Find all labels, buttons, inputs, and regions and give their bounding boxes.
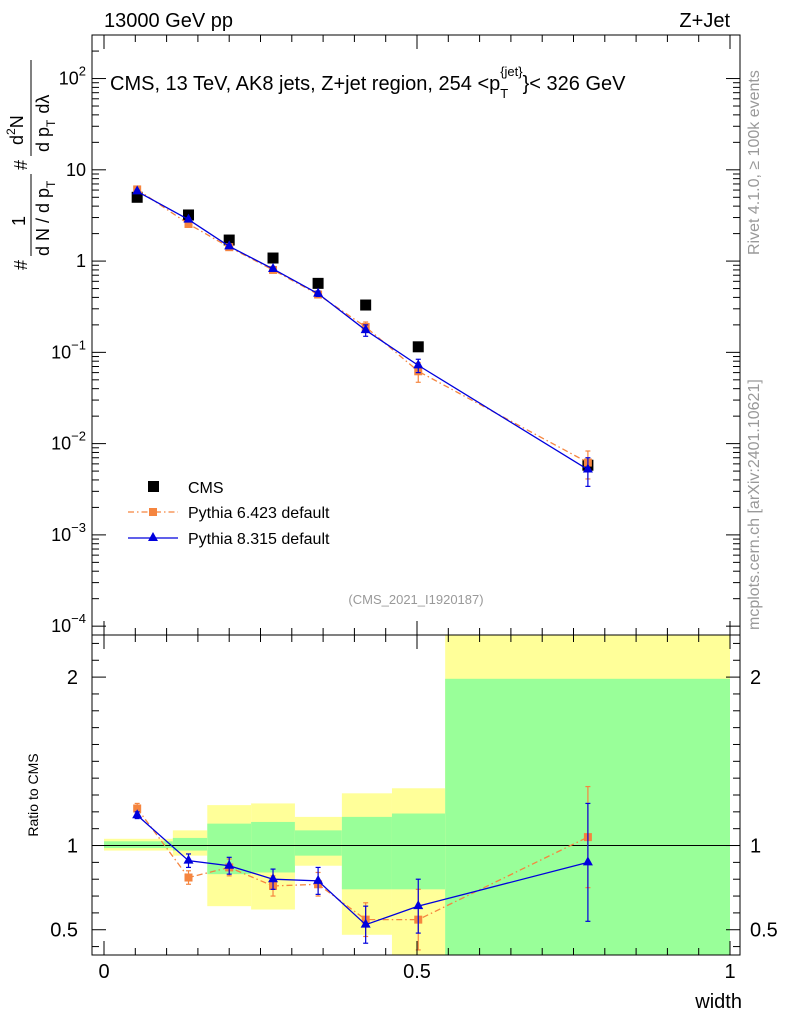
main-y-axis-label: # 1 d N / d pT # d2N d pTdλ — [4, 60, 58, 270]
data-point-pythia-8-315-default — [313, 874, 324, 884]
data-point-pythia-8-315-default — [313, 287, 324, 297]
title-post: }< 326 GeV — [523, 73, 627, 95]
data-point-pythia-6-423-default — [184, 219, 193, 228]
main-y-tick-label: 10−2 — [51, 429, 86, 454]
x-tick-label: 0.5 — [403, 961, 431, 983]
analysis-tag: (CMS_2021_I1920187) — [348, 592, 483, 607]
ratio-y-tick-label-right: 1 — [750, 836, 761, 858]
mcplots-source-label: mcplots.cern.ch [arXiv:2401.10621] — [746, 379, 763, 630]
data-point-pythia-8-315-default — [268, 262, 279, 272]
data-point-cms — [412, 341, 424, 353]
x-tick-label: 0 — [98, 961, 109, 983]
legend-marker-pythia6 — [149, 508, 157, 516]
legend-marker-cms — [148, 481, 159, 492]
series-line-pythia-6-423-default — [136, 188, 589, 464]
data-point-pythia-8-315-default — [268, 873, 279, 883]
data-point-cms — [312, 277, 324, 289]
data-point-pythia-8-315-default — [224, 859, 235, 869]
main-plot-area — [131, 185, 594, 487]
main-y-tick-label: 10 — [66, 160, 86, 180]
legend: CMS Pythia 6.423 default Pythia 8.315 de… — [128, 480, 330, 548]
ratio-y-tick-label: 0.5 — [50, 920, 78, 942]
x-tick-label: 1 — [724, 961, 735, 983]
main-y-tick-label: 10−1 — [51, 337, 86, 362]
rivet-version-label: Rivet 4.1.0, ≥ 100k events — [746, 70, 763, 255]
ylabel-den: d N / d pT — [33, 180, 58, 256]
data-point-cms — [131, 191, 143, 203]
ratio-y-tick-label: 2 — [67, 667, 78, 689]
series-line-pythia-8-315-default — [136, 814, 589, 926]
ratio-y-tick-label: 1 — [67, 836, 78, 858]
ylabel-num2: d pTdλ — [33, 95, 58, 152]
data-point-pythia-8-315-default — [360, 324, 371, 334]
data-point-pythia-8-315-default — [224, 240, 235, 250]
main-y-tick-label: 10−3 — [51, 520, 86, 545]
ratio-y-axis-label: Ratio to CMS — [25, 753, 41, 836]
main-x-ticks — [103, 35, 731, 635]
data-point-pythia-8-315-default — [183, 213, 194, 223]
series-line-pythia-6-423-default — [136, 808, 589, 921]
ratio-y-ticks: 0.5 0.5 1 1 2 2 — [50, 642, 778, 948]
energy-label: 13000 GeV pp — [104, 10, 233, 32]
data-point-pythia-8-315-default — [132, 809, 143, 819]
title-pre: CMS, 13 TeV, AK8 jets, Z+jet region, 254… — [110, 73, 500, 95]
legend-label-pythia6: Pythia 6.423 default — [188, 505, 330, 522]
legend-label-cms: CMS — [188, 480, 224, 497]
ratio-panel: 0.5 0.51 12 2 0 0.5 1 Ratio to CMS width — [25, 634, 778, 1013]
ratio-x-ticks: 0 0.5 1 — [98, 635, 736, 983]
main-y-ticks: 10−4 10−3 10−2 10−1 1 10 102 — [51, 34, 740, 636]
main-y-tick-label: 10−4 — [51, 611, 86, 636]
data-point-pythia-8-315-default — [132, 185, 143, 195]
data-point-cms — [223, 234, 235, 246]
legend-label-pythia8: Pythia 8.315 default — [188, 531, 330, 548]
data-point-pythia-8-315-default — [360, 918, 371, 928]
title-sup: {jet} — [500, 64, 523, 79]
ratio-y-tick-label-right: 2 — [750, 667, 761, 689]
legend-marker-pythia8 — [148, 532, 158, 541]
ratio-plot-area — [92, 785, 740, 951]
main-title: CMS, 13 TeV, AK8 jets, Z+jet region, 254… — [110, 64, 626, 101]
process-label: Z+Jet — [679, 10, 730, 32]
main-y-tick-label: 102 — [59, 64, 86, 89]
title-sub: T — [500, 86, 508, 101]
series-line-pythia-8-315-default — [136, 190, 589, 471]
data-point-pythia-8-315-default — [413, 900, 424, 910]
data-point-cms — [360, 299, 372, 311]
data-point-pythia-8-315-default — [582, 856, 593, 866]
data-point-pythia-6-423-default — [184, 873, 193, 882]
ylabel-one: 1 — [9, 216, 29, 226]
data-point-pythia-8-315-default — [582, 463, 593, 473]
main-panel: 10−4 10−3 10−2 10−1 1 10 102 CMS, 13 TeV, AK8 … — [4, 34, 741, 636]
main-y-tick-label: 1 — [76, 251, 86, 271]
ratio-band-green — [391, 813, 446, 890]
ratio-band-green — [172, 837, 208, 851]
ratio-band-green — [251, 821, 295, 873]
ratio-band-green — [294, 830, 342, 856]
ratio-band-green — [341, 816, 392, 890]
data-point-pythia-8-315-default — [183, 854, 194, 864]
ratio-band-green — [104, 841, 173, 849]
data-point-cms — [267, 252, 279, 264]
ratio-y-tick-label-right: 0.5 — [750, 920, 778, 942]
ylabel-hash-top: # — [11, 260, 31, 270]
ylabel-hash-mid: # — [11, 160, 31, 170]
ylabel-num: d2N — [4, 115, 27, 145]
data-point-pythia-6-423-default — [133, 804, 142, 813]
x-axis-label: width — [694, 991, 742, 1013]
data-point-pythia-8-315-default — [413, 359, 424, 369]
